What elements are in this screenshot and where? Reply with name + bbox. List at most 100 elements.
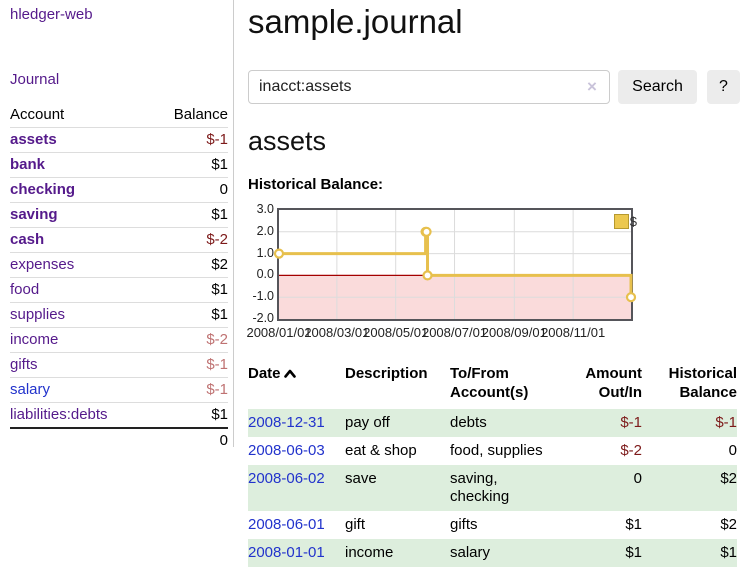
x-axis-tick-label: 2008/05/01 bbox=[363, 325, 429, 340]
accounts-header-row: Account Balance bbox=[10, 103, 228, 128]
account-link-gifts[interactable]: gifts bbox=[10, 356, 38, 373]
transaction-accounts: debts bbox=[450, 409, 562, 437]
account-balance: $-2 bbox=[150, 327, 228, 353]
col-header-tofrom: To/From Account(s) bbox=[450, 365, 529, 401]
transaction-balance: 0 bbox=[728, 442, 737, 459]
accounts-table: Account Balance assets $-1 bank $1 check… bbox=[10, 103, 228, 453]
col-header-balance: Historical Balance bbox=[668, 365, 737, 401]
col-header-description: Description bbox=[345, 365, 428, 382]
transaction-description: gift bbox=[345, 516, 366, 533]
clear-search-icon[interactable]: × bbox=[587, 77, 597, 96]
account-row: expenses $2 bbox=[10, 252, 228, 278]
account-link-liabilities-debts[interactable]: liabilities:debts bbox=[10, 406, 108, 423]
account-link-bank[interactable]: bank bbox=[10, 156, 46, 173]
transactions-table: Date Description To/From Account(s) Amou… bbox=[248, 362, 737, 567]
account-balance: $2 bbox=[150, 252, 228, 278]
account-row: salary $-1 bbox=[10, 377, 228, 403]
main-content: sample.journal × Search ? assets Histori… bbox=[246, 0, 742, 582]
account-row: bank $1 bbox=[10, 152, 228, 178]
transaction-amount: $-1 bbox=[562, 409, 642, 437]
y-axis-tick-label: 2.0 bbox=[256, 223, 274, 238]
account-balance: $-1 bbox=[150, 127, 228, 153]
y-axis-tick-label: 1.0 bbox=[256, 245, 274, 260]
transactions-header-row: Date Description To/From Account(s) Amou… bbox=[248, 362, 737, 409]
transaction-amount: 0 bbox=[562, 465, 642, 511]
historical-balance-chart: $ 3.0 2.0 1.0 0.0 -1.0 -2.0 2008/01/01 2008/03/… bbox=[246, 200, 648, 350]
help-button[interactable]: ? bbox=[707, 70, 740, 104]
account-balance: $1 bbox=[150, 277, 228, 303]
sort-ascending-icon bbox=[283, 369, 296, 378]
account-balance: 0 bbox=[150, 177, 228, 203]
account-balance: $-1 bbox=[150, 352, 228, 378]
legend-label: $ bbox=[629, 214, 637, 229]
account-column-header: Account bbox=[10, 103, 151, 128]
account-row: liabilities:debts $1 bbox=[10, 402, 228, 429]
accounts-total-row: 0 bbox=[10, 427, 228, 453]
transaction-description: pay off bbox=[345, 409, 450, 437]
y-axis-tick-label: -1.0 bbox=[252, 289, 274, 304]
account-link-income[interactable]: income bbox=[10, 331, 59, 348]
col-header-date[interactable]: Date bbox=[248, 362, 345, 409]
transaction-balance: $-1 bbox=[642, 409, 737, 437]
search-input[interactable] bbox=[248, 70, 610, 104]
account-link-saving[interactable]: saving bbox=[10, 206, 58, 223]
transaction-date-link[interactable]: 2008-01-01 bbox=[248, 544, 325, 561]
account-heading: assets bbox=[248, 126, 327, 156]
chart-legend: $ bbox=[613, 214, 637, 229]
account-link-supplies[interactable]: supplies bbox=[10, 306, 66, 323]
transaction-date-link[interactable]: 2008-06-01 bbox=[248, 516, 325, 533]
search-button[interactable]: Search bbox=[618, 70, 697, 104]
transaction-amount: $1 bbox=[562, 539, 642, 567]
account-link-assets[interactable]: assets bbox=[10, 131, 57, 148]
transaction-description: income bbox=[345, 539, 450, 567]
transaction-accounts: salary bbox=[450, 539, 562, 567]
account-row: food $1 bbox=[10, 277, 228, 303]
transaction-row: 2008-06-02 save saving, checking 0 $2 bbox=[248, 465, 737, 511]
account-row: income $-2 bbox=[10, 327, 228, 353]
transaction-balance: $2 bbox=[642, 465, 737, 511]
account-link-food[interactable]: food bbox=[10, 281, 40, 298]
transaction-row: 2008-12-31 pay off debts $-1 $-1 bbox=[248, 409, 737, 437]
account-balance: $-2 bbox=[150, 227, 228, 253]
transaction-balance: $2 bbox=[720, 516, 737, 533]
accounts-total-balance: 0 bbox=[150, 427, 228, 453]
y-axis-tick-label: 3.0 bbox=[256, 202, 274, 216]
y-axis-tick-label: -2.0 bbox=[252, 311, 274, 325]
transaction-row: 2008-01-01 income salary $1 $1 bbox=[248, 539, 737, 567]
account-row: checking 0 bbox=[10, 177, 228, 203]
account-link-checking[interactable]: checking bbox=[10, 181, 76, 198]
account-balance: $-1 bbox=[150, 377, 228, 403]
account-balance: $1 bbox=[150, 202, 228, 228]
x-axis-tick-label: 2008/03/01 bbox=[304, 325, 370, 340]
transaction-date-link[interactable]: 2008-06-03 bbox=[248, 442, 325, 459]
account-balance: $1 bbox=[150, 152, 228, 178]
transaction-amount: $-2 bbox=[620, 442, 642, 459]
account-balance: $1 bbox=[150, 302, 228, 328]
account-row: cash $-2 bbox=[10, 227, 228, 253]
chart-line-series bbox=[273, 210, 637, 319]
account-balance: $1 bbox=[150, 402, 228, 429]
transaction-row: 2008-06-03 eat & shop food, supplies $-2… bbox=[248, 437, 737, 465]
sidebar-item-journal[interactable]: Journal bbox=[10, 71, 60, 88]
app-brand-link[interactable]: hledger-web bbox=[10, 6, 93, 23]
y-axis-tick-label: 0.0 bbox=[256, 267, 274, 282]
chart-title: Historical Balance: bbox=[248, 176, 384, 193]
transaction-accounts: saving, checking bbox=[450, 465, 562, 511]
transaction-description: save bbox=[345, 465, 450, 511]
transaction-amount: $1 bbox=[625, 516, 642, 533]
account-row: assets $-1 bbox=[10, 127, 228, 153]
transaction-accounts: food, supplies bbox=[450, 442, 543, 459]
col-header-amount: Amount Out/In bbox=[585, 365, 642, 401]
account-row: saving $1 bbox=[10, 202, 228, 228]
account-row: gifts $-1 bbox=[10, 352, 228, 378]
col-header-date-label: Date bbox=[248, 365, 281, 382]
account-link-cash[interactable]: cash bbox=[10, 231, 45, 248]
transaction-balance: $1 bbox=[642, 539, 737, 567]
account-row: supplies $1 bbox=[10, 302, 228, 328]
transaction-date-link[interactable]: 2008-12-31 bbox=[248, 414, 325, 431]
search-form: × Search ? bbox=[248, 70, 742, 104]
transaction-date-link[interactable]: 2008-06-02 bbox=[248, 470, 325, 487]
account-link-expenses[interactable]: expenses bbox=[10, 256, 75, 273]
account-link-salary[interactable]: salary bbox=[10, 381, 51, 398]
sidebar: hledger-web Journal Account Balance asse… bbox=[0, 0, 234, 453]
